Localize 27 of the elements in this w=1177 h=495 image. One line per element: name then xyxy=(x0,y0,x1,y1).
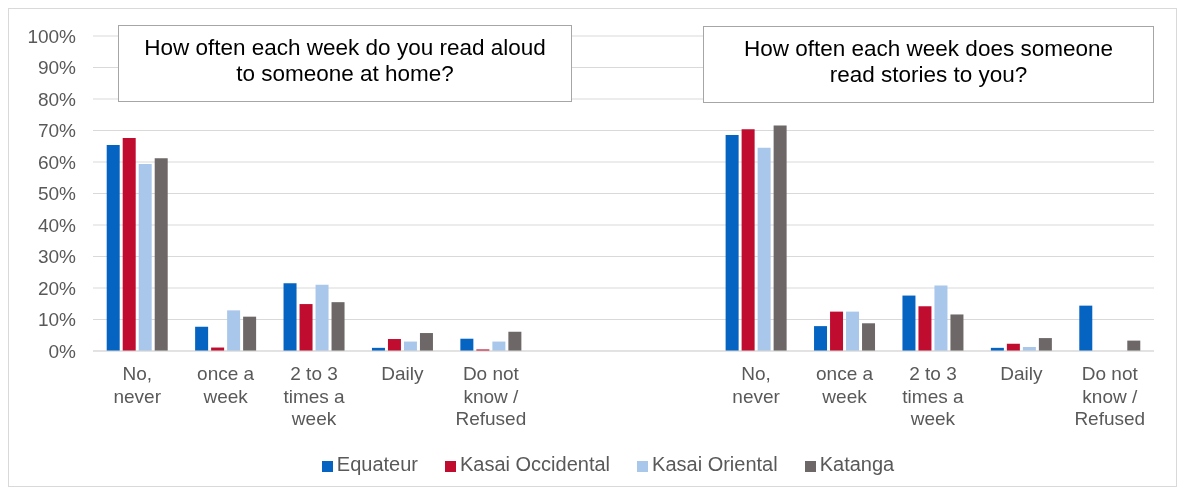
y-tick-label: 90% xyxy=(37,57,77,79)
annotation: How often each week do you read aloud to someone at home? xyxy=(143,34,547,87)
x-tick-label: Daily xyxy=(1000,363,1043,384)
x-tick-label: once a week xyxy=(197,363,255,407)
y-tick-label: 60% xyxy=(37,151,77,173)
y-tick-label: 100% xyxy=(27,25,77,47)
x-tick-label: once a week xyxy=(816,363,874,407)
x-tick-label: Do not know / Refused xyxy=(455,363,527,429)
x-tick-label: No, never xyxy=(732,363,781,407)
legend-label: Kasai Oriental xyxy=(652,453,778,475)
x-tick-label: Do not know / Refused xyxy=(1074,363,1146,429)
y-tick-label: 70% xyxy=(37,120,77,142)
legend-label: Katanga xyxy=(819,453,895,475)
y-tick-label: 30% xyxy=(37,246,77,268)
x-tick-label: 2 to 3 times a week xyxy=(283,363,346,429)
x-tick-label: Daily xyxy=(381,363,425,384)
y-tick-label: 10% xyxy=(37,309,77,331)
y-tick-label: 50% xyxy=(37,183,77,205)
y-tick-label: 40% xyxy=(37,214,77,236)
y-tick-label: 0% xyxy=(48,340,77,362)
x-tick-label: 2 to 3 times a week xyxy=(902,363,965,429)
x-tick-label: No, never xyxy=(113,363,162,407)
legend-label: Equateur xyxy=(336,453,418,475)
legend-label: Kasai Occidental xyxy=(459,453,611,475)
y-tick-label: 20% xyxy=(37,277,77,299)
annotation: How often each week does someone read stories to you? xyxy=(743,35,1114,88)
y-tick-label: 80% xyxy=(37,88,77,110)
